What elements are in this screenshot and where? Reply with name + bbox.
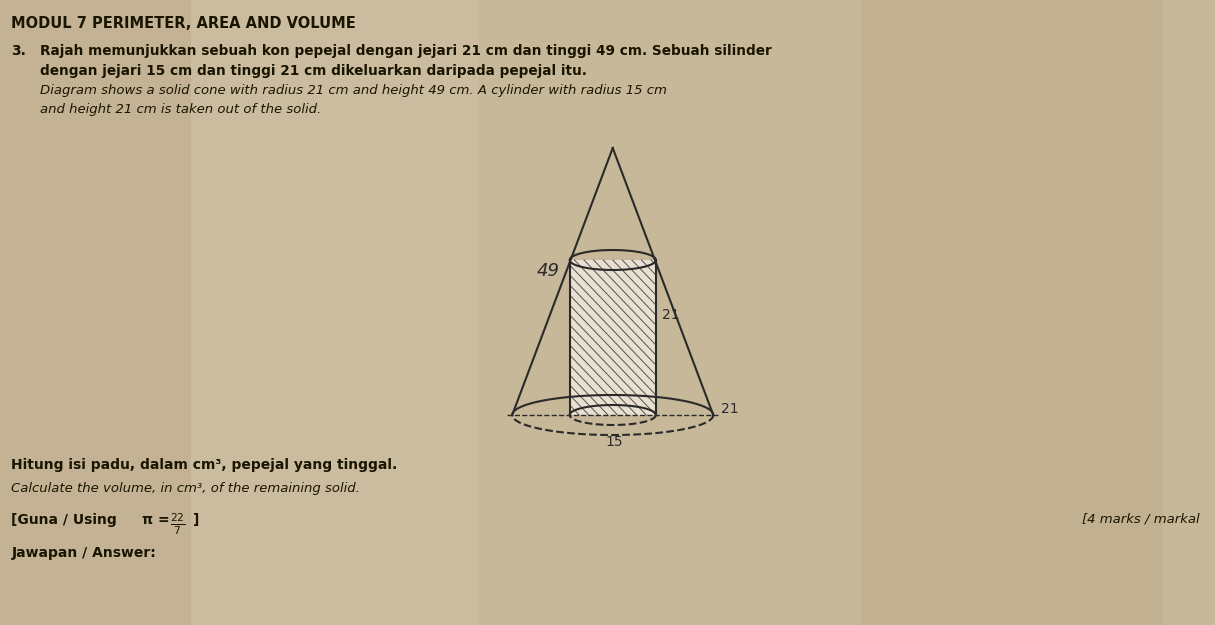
Polygon shape — [570, 260, 656, 415]
Text: dengan jejari 15 cm dan tinggi 21 cm dikeluarkan daripada pepejal itu.: dengan jejari 15 cm dan tinggi 21 cm dik… — [40, 64, 587, 78]
Text: Jawapan / Answer:: Jawapan / Answer: — [11, 546, 157, 560]
Text: 21: 21 — [662, 308, 679, 322]
Text: Calculate the volume, in cm³, of the remaining solid.: Calculate the volume, in cm³, of the rem… — [11, 482, 361, 495]
Bar — [192, 0, 479, 625]
Text: 3.: 3. — [11, 44, 27, 58]
Text: 49: 49 — [537, 262, 560, 281]
Text: π =: π = — [142, 513, 174, 527]
Bar — [861, 0, 1163, 625]
Text: [4 marks / markal: [4 marks / markal — [1081, 513, 1199, 526]
Text: MODUL 7 PERIMETER, AREA AND VOLUME: MODUL 7 PERIMETER, AREA AND VOLUME — [11, 16, 356, 31]
Text: ]: ] — [193, 513, 199, 527]
Text: Rajah memunjukkan sebuah kon pepejal dengan jejari 21 cm dan tinggi 49 cm. Sebua: Rajah memunjukkan sebuah kon pepejal den… — [40, 44, 772, 58]
Text: 21: 21 — [720, 402, 739, 416]
Text: [Guna / Using: [Guna / Using — [11, 513, 123, 527]
Bar — [0, 0, 192, 625]
Text: $\frac{22}{7}$: $\frac{22}{7}$ — [170, 511, 186, 537]
Text: Hitung isi padu, dalam cm³, pepejal yang tinggal.: Hitung isi padu, dalam cm³, pepejal yang… — [11, 458, 397, 472]
Text: and height 21 cm is taken out of the solid.: and height 21 cm is taken out of the sol… — [40, 103, 322, 116]
Text: 15: 15 — [606, 435, 623, 449]
Text: Diagram shows a solid cone with radius 21 cm and height 49 cm. A cylinder with r: Diagram shows a solid cone with radius 2… — [40, 84, 667, 97]
